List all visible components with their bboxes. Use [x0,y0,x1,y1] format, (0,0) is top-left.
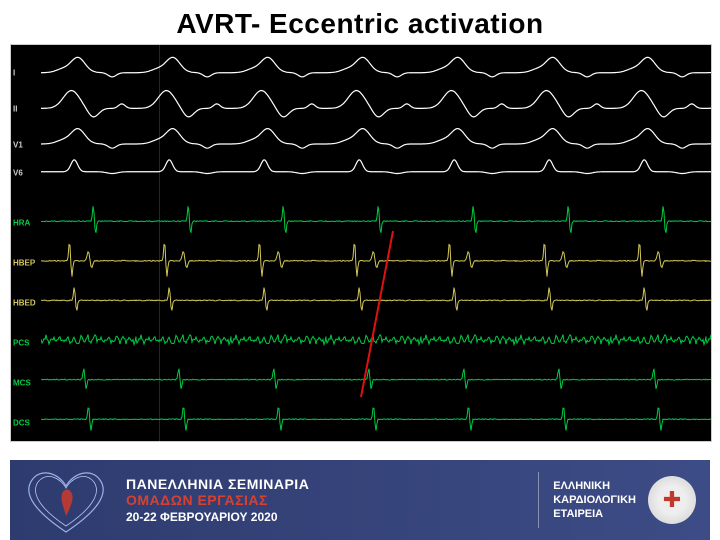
trace-hra [41,206,711,233]
trace-label-hbep: HBEP [13,259,35,268]
trace-v6 [41,160,711,174]
society-seal-icon: ✚ [648,476,696,524]
trace-label-ii: II [13,105,17,114]
trace-ii [41,91,711,117]
banner-right: ΕΛΛΗΝΙΚΗ ΚΑΡΔΙΟΛΟΓΙΚΗ ΕΤΑΙΡΕΙΑ ✚ [539,476,710,524]
trace-label-v6: V6 [13,169,23,178]
trace-hbep [41,245,711,277]
banner-right-text: ΕΛΛΗΝΙΚΗ ΚΑΡΔΙΟΛΟΓΙΚΗ ΕΤΑΙΡΕΙΑ [553,479,636,522]
trace-label-hra: HRA [13,219,30,228]
trace-label-mcs: MCS [13,379,31,388]
footer-banner: ΠΑΝΕΛΛΗΝΙΑ ΣΕΜΙΝΑΡΙΑ ΟΜΑΔΩΝ ΕΡΓΑΣΙΑΣ 20-… [10,460,710,540]
heart-graphic [10,460,120,540]
trace-label-hbed: HBED [13,299,36,308]
trace-label-i: I [13,69,15,78]
trace-hbed [41,288,711,311]
slide-title: AVRT- Eccentric activation [0,0,720,44]
eps-chart: IIIV1V6HRAHBEPHBEDPCSMCSDCS [10,44,712,442]
trace-i [41,57,711,77]
slide-root: AVRT- Eccentric activation IIIV1V6HRAHBE… [0,0,720,540]
trace-label-v1: V1 [13,141,23,150]
trace-label-dcs: DCS [13,419,30,428]
trace-pcs [41,335,711,345]
banner-r3: ΕΤΑΙΡΕΙΑ [553,507,636,521]
banner-r1: ΕΛΛΗΝΙΚΗ [553,479,636,493]
trace-canvas [41,45,711,441]
trace-dcs [41,408,711,430]
banner-left-text: ΠΑΝΕΛΛΗΝΙΑ ΣΕΜΙΝΑΡΙΑ ΟΜΑΔΩΝ ΕΡΓΑΣΙΑΣ 20-… [120,476,538,524]
trace-v1 [41,129,711,149]
seal-symbol: ✚ [663,487,681,513]
banner-line1: ΠΑΝΕΛΛΗΝΙΑ ΣΕΜΙΝΑΡΙΑ [126,476,538,492]
banner-line3: 20-22 ΦΕΒΡΟΥΑΡΙΟΥ 2020 [126,510,538,524]
banner-r2: ΚΑΡΔΙΟΛΟΓΙΚΗ [553,493,636,507]
banner-line2: ΟΜΑΔΩΝ ΕΡΓΑΣΙΑΣ [126,492,538,508]
trace-mcs [41,369,711,389]
trace-label-pcs: PCS [13,339,29,348]
